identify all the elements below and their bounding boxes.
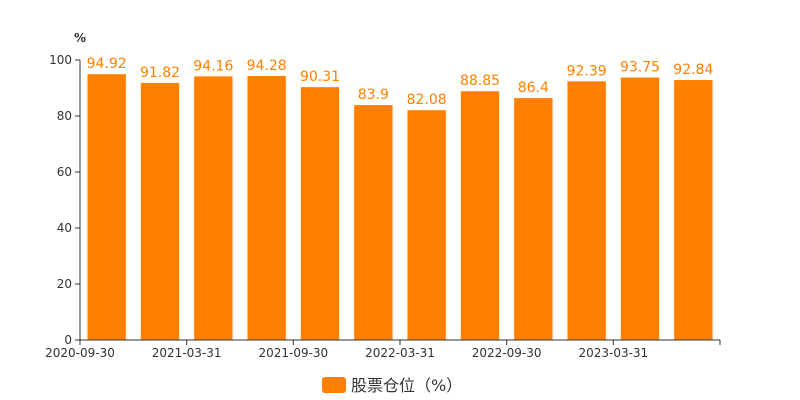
y-axis-ticks: 0 20 40 60 80 100 [49,53,80,347]
bar-value-label: 91.82 [140,65,180,81]
bar[interactable] [87,74,126,340]
bar-series [87,74,713,341]
bar[interactable] [407,110,446,341]
x-tick-label: 2022-09-30 [472,346,542,360]
bar[interactable] [620,77,660,341]
y-tick-label: 60 [57,165,72,179]
legend[interactable]: 股票仓位（%） [322,376,462,395]
bar-value-label: 92.84 [673,62,713,78]
bar-value-label: 92.39 [567,63,607,79]
x-tick-label: 2022-03-31 [365,346,435,360]
bar-value-label: 82.08 [407,92,447,108]
y-tick-label: 0 [64,333,72,347]
bar-value-label: 94.28 [247,58,287,74]
x-tick-label: 2021-03-31 [152,346,222,360]
bar-value-label: 94.16 [193,58,233,74]
bar-value-label: 88.85 [460,73,500,89]
y-tick-label: 20 [57,277,72,291]
y-tick-label: 100 [49,53,72,67]
bar-value-label: 93.75 [620,60,660,76]
bar[interactable] [567,81,606,341]
x-tick-label: 2021-09-30 [258,346,328,360]
y-axis-unit-label: % [74,31,86,45]
y-tick-label: 80 [57,109,72,123]
bar-value-label: 90.31 [300,69,340,85]
legend-swatch [322,377,346,393]
data-labels: 94.92 91.82 94.16 94.28 90.31 83.9 82.08 88.85 8… [87,56,714,108]
bar[interactable] [354,105,393,340]
bar-value-label: 94.92 [87,56,127,72]
bar[interactable] [247,76,286,341]
x-tick-label: 2020-09-30 [45,346,115,360]
bar[interactable] [300,87,340,340]
bar[interactable] [514,98,553,340]
bar[interactable] [194,76,233,341]
bar[interactable] [674,80,713,340]
bar-value-label: 86.4 [518,80,549,96]
bar[interactable] [140,82,180,341]
x-axis-ticks: 2020-09-30 2021-03-31 2021-09-30 2022-03-31… [45,340,721,360]
legend-label: 股票仓位（%） [351,376,462,395]
x-tick-label: 2023-03-31 [578,346,648,360]
bar[interactable] [460,91,500,340]
y-tick-label: 40 [57,221,72,235]
bar-value-label: 83.9 [358,87,389,103]
